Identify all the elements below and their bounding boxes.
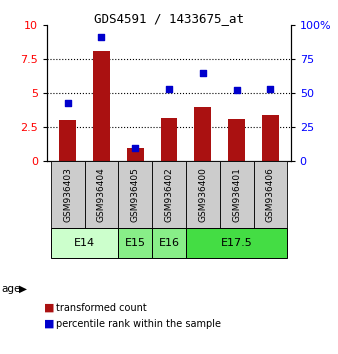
Text: percentile rank within the sample: percentile rank within the sample: [56, 319, 221, 329]
Text: age: age: [2, 284, 21, 293]
Point: [166, 86, 172, 92]
Point: [268, 86, 273, 92]
Text: GSM936400: GSM936400: [198, 167, 207, 222]
Text: GSM936405: GSM936405: [131, 167, 140, 222]
Bar: [194, 107, 211, 161]
Text: GDS4591 / 1433675_at: GDS4591 / 1433675_at: [94, 12, 244, 25]
Point: [132, 145, 138, 150]
Text: GSM936404: GSM936404: [97, 167, 106, 222]
Text: GSM936402: GSM936402: [165, 167, 173, 222]
Text: ▶: ▶: [19, 284, 27, 293]
Text: ■: ■: [44, 319, 54, 329]
Text: GSM936406: GSM936406: [266, 167, 275, 222]
Bar: [262, 115, 279, 161]
Bar: [51, 228, 118, 258]
Bar: [118, 228, 152, 258]
Bar: [186, 161, 220, 228]
Bar: [161, 118, 177, 161]
Point: [234, 87, 239, 93]
Bar: [220, 161, 254, 228]
Text: GSM936403: GSM936403: [63, 167, 72, 222]
Text: E14: E14: [74, 238, 95, 248]
Bar: [254, 161, 287, 228]
Point: [200, 70, 206, 75]
Point: [65, 100, 70, 105]
Bar: [152, 228, 186, 258]
Bar: [118, 161, 152, 228]
Text: E16: E16: [159, 238, 179, 248]
Text: ■: ■: [44, 303, 54, 313]
Bar: [93, 51, 110, 161]
Text: E17.5: E17.5: [221, 238, 252, 248]
Bar: [152, 161, 186, 228]
Text: transformed count: transformed count: [56, 303, 146, 313]
Bar: [51, 161, 84, 228]
Bar: [84, 161, 118, 228]
Text: GSM936401: GSM936401: [232, 167, 241, 222]
Bar: [186, 228, 287, 258]
Bar: [59, 120, 76, 161]
Bar: [127, 148, 144, 161]
Point: [99, 34, 104, 40]
Text: E15: E15: [125, 238, 146, 248]
Bar: [228, 119, 245, 161]
